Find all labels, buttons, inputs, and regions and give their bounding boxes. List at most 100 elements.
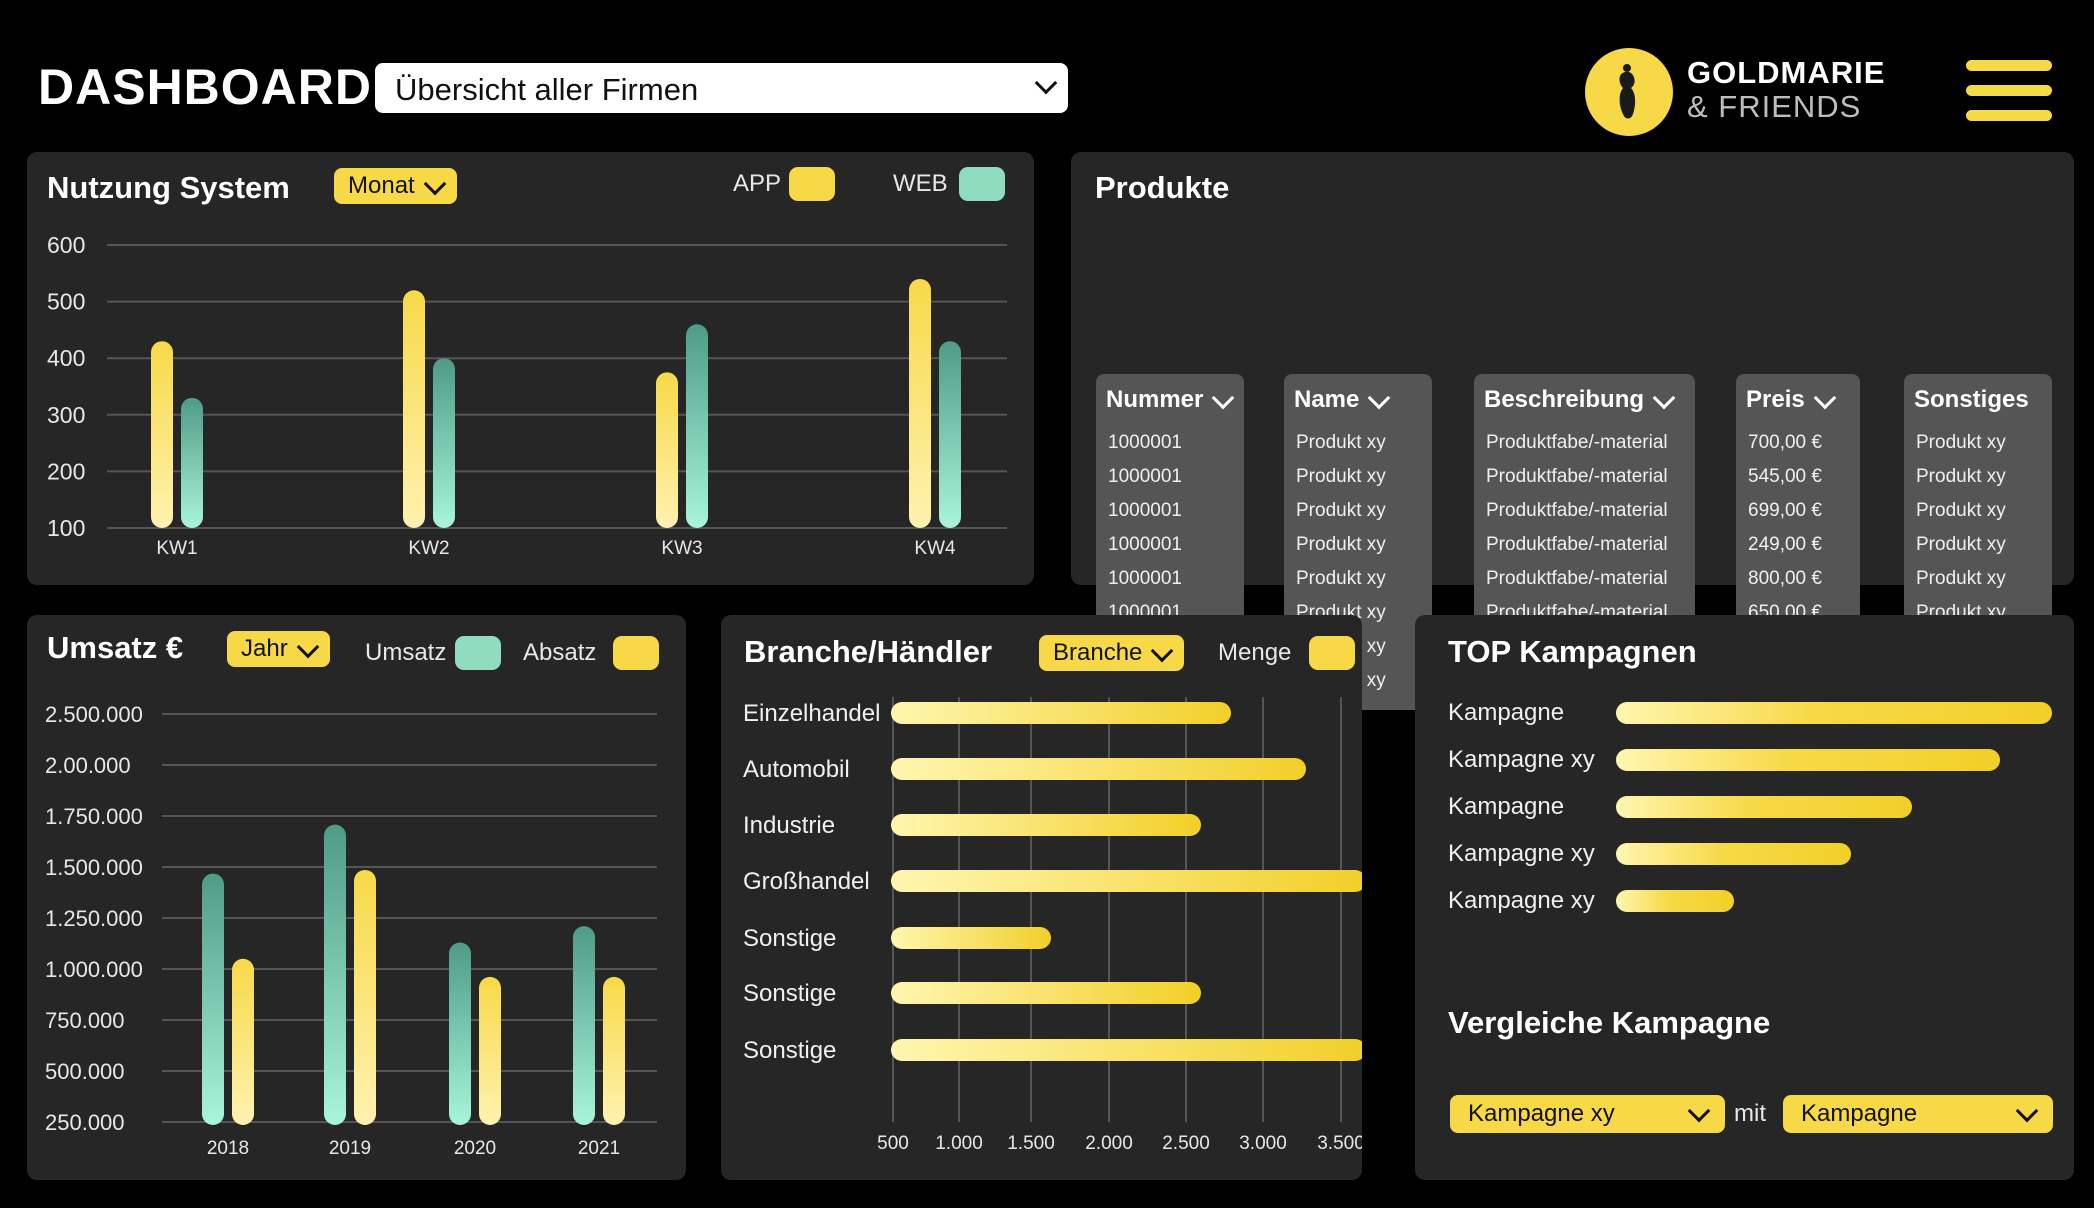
products-title: Produkte xyxy=(1095,170,1230,205)
campaign-bar xyxy=(1616,890,1734,912)
revenue-title: Umsatz € xyxy=(47,630,184,665)
bar-app xyxy=(151,341,173,528)
table-cell: Produkt xy xyxy=(1296,432,1386,453)
compare-mit-label: mit xyxy=(1734,1100,1766,1127)
usage-title: Nutzung System xyxy=(47,170,290,205)
y-tick-label: 400 xyxy=(47,345,85,371)
campaign-bar xyxy=(1616,796,1913,818)
x-tick-label: 500 xyxy=(877,1133,909,1154)
bar-umsatz xyxy=(449,942,471,1125)
chevron-down-icon xyxy=(1652,386,1676,410)
bar-absatz xyxy=(232,958,254,1125)
bar-app xyxy=(909,278,931,528)
chevron-down-icon xyxy=(1813,386,1837,410)
compare-campaign-left-select[interactable]: Kampagne xy xyxy=(1450,1095,1725,1133)
table-cell: Produkt xy xyxy=(1916,500,2006,521)
industry-filter-value: Branche xyxy=(1053,639,1143,666)
campaign-label: Kampagne xy xyxy=(1448,887,1595,914)
table-cell: Produkt xy xyxy=(1296,534,1386,555)
bar-menge xyxy=(891,870,1362,892)
table-cell: Produkt xy xyxy=(1916,568,2006,589)
table-cell: Produkt xy xyxy=(1296,568,1386,589)
y-tick-label: 2.00.000 xyxy=(45,753,131,778)
x-tick-label: KW2 xyxy=(408,538,449,559)
table-cell: 1000001 xyxy=(1108,500,1182,521)
table-cell: 1000001 xyxy=(1108,568,1182,589)
y-tick-label: 1.500.000 xyxy=(45,855,143,880)
industry-title: Branche/Händler xyxy=(744,634,993,669)
x-tick-label: 2.000 xyxy=(1085,1133,1133,1154)
table-cell: 545,00 € xyxy=(1748,466,1822,487)
bar-web xyxy=(686,324,708,528)
usage-period-select[interactable]: Monat xyxy=(334,168,457,204)
compare-left-value: Kampagne xy xyxy=(1468,1100,1615,1127)
company-select-value: Übersicht aller Firmen xyxy=(395,72,699,107)
column-header[interactable]: Nummer xyxy=(1106,386,1235,414)
legend-swatch-umsatz xyxy=(455,636,501,670)
legend-label-umsatz: Umsatz xyxy=(365,639,447,666)
company-select[interactable]: Übersicht aller Firmen xyxy=(375,63,1068,113)
compare-right-value: Kampagne xyxy=(1801,1100,1918,1127)
y-tick-label: 600 xyxy=(47,232,85,258)
bar-absatz xyxy=(479,976,501,1125)
table-cell: Produkt xy xyxy=(1296,500,1386,521)
x-tick-label: KW1 xyxy=(156,538,197,559)
goldmarie-logo xyxy=(1585,48,1673,136)
table-cell: Produktfabe/-material xyxy=(1486,534,1668,555)
legend-label-web: WEB xyxy=(893,170,948,197)
column-header-label: Name xyxy=(1294,386,1360,413)
table-cell: Produktfabe/-material xyxy=(1486,568,1668,589)
legend-label-app: APP xyxy=(733,170,782,197)
table-cell: Produktfabe/-material xyxy=(1486,432,1668,453)
column-header-label: Nummer xyxy=(1106,386,1204,413)
column-header-label: Sonstiges xyxy=(1914,386,2029,413)
legend-swatch-absatz xyxy=(613,636,659,670)
y-tick-label: 200 xyxy=(47,458,85,484)
legend-label-absatz: Absatz xyxy=(523,639,597,666)
usage-chart: 600 500 400 300 200 100 KW1 KW2 KW3 KW4 xyxy=(47,232,1007,559)
compare-campaign-right-select[interactable]: Kampagne xyxy=(1783,1095,2053,1133)
category-label: Automobil xyxy=(743,756,850,783)
column-header[interactable]: Sonstiges xyxy=(1914,386,2029,414)
chevron-down-icon xyxy=(1368,386,1391,410)
table-cell: Produkt xy xyxy=(1916,466,2006,487)
column-header[interactable]: Name xyxy=(1294,386,1391,414)
products-card: Produkte Nummer 1000001 1000001 1000001 1000… xyxy=(1071,152,2074,710)
hamburger-menu-icon[interactable] xyxy=(1966,60,2052,122)
legend-swatch-app xyxy=(789,167,835,201)
chevron-down-icon xyxy=(1687,1099,1711,1123)
brand-line-2: & FRIENDS xyxy=(1687,89,1862,124)
category-label: Einzelhandel xyxy=(743,700,880,727)
campaign-label: Kampagne xy xyxy=(1448,840,1595,867)
campaign-label: Kampagne xyxy=(1448,699,1565,726)
campaign-label: Kampagne xyxy=(1448,793,1565,820)
table-cell: Produktfabe/-material xyxy=(1486,500,1668,521)
column-header[interactable]: Beschreibung xyxy=(1484,386,1676,414)
column-header[interactable]: Preis xyxy=(1746,386,1837,414)
revenue-chart: 2.500.000 2.00.000 1.750.000 1.500.000 1.250… xyxy=(45,702,657,1159)
column-header-label: Preis xyxy=(1746,386,1805,413)
industry-filter-select[interactable]: Branche xyxy=(1039,635,1185,671)
table-cell: 800,00 € xyxy=(1748,568,1822,589)
revenue-period-select[interactable]: Jahr xyxy=(227,631,330,667)
table-cell: 1000001 xyxy=(1108,432,1182,453)
x-tick-label: 2020 xyxy=(454,1138,496,1159)
top-bar: DASHBOARD Übersicht aller Firmen GOLDMAR… xyxy=(0,0,2094,150)
revenue-card: Umsatz € Jahr Umsatz Absatz 2.500.000 2.0… xyxy=(27,615,686,1180)
category-label: Sonstige xyxy=(743,980,836,1007)
bar-umsatz xyxy=(202,873,224,1125)
usage-card: Nutzung System Monat APP WEB 600 500 400 30… xyxy=(27,152,1034,585)
table-cell: Produktfabe/-material xyxy=(1486,466,1668,487)
campaigns-title: TOP Kampagnen xyxy=(1448,634,1697,669)
chevron-down-icon xyxy=(2015,1099,2039,1123)
table-cell: 1000001 xyxy=(1108,466,1182,487)
bar-menge xyxy=(891,702,1231,724)
y-tick-label: 300 xyxy=(47,402,85,428)
y-tick-label: 1.250.000 xyxy=(45,906,143,931)
industry-chart: 500 1.000 1.500 2.000 2.500 3.000 3.500 Einzelh… xyxy=(743,697,1362,1154)
bar-app xyxy=(403,290,425,528)
table-cell: Produkt xy xyxy=(1916,534,2006,555)
y-tick-label: 500.000 xyxy=(45,1059,125,1084)
usage-period-value: Monat xyxy=(348,172,415,199)
legend-swatch-menge xyxy=(1309,636,1355,670)
